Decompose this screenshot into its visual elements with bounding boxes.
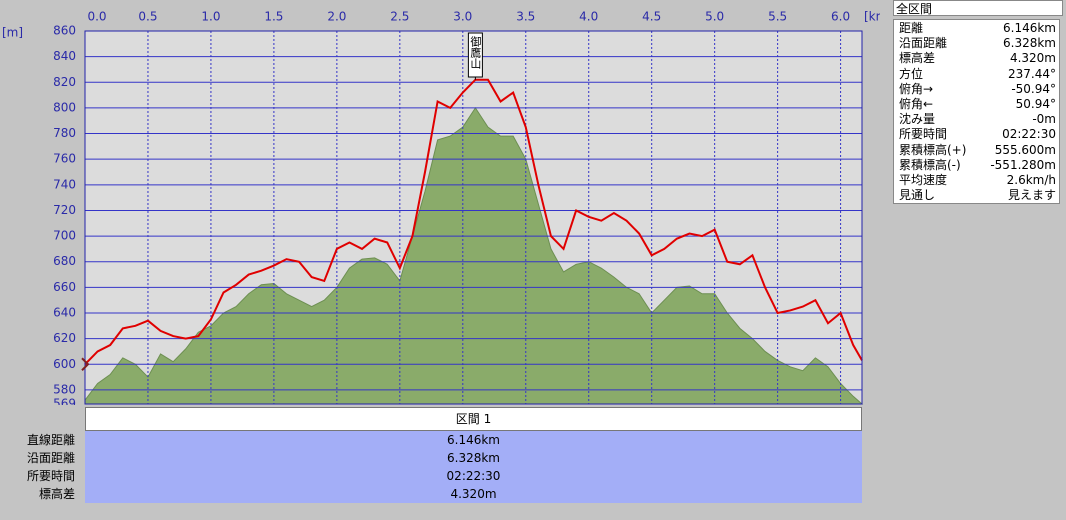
x-tick-label: 3.5 bbox=[516, 10, 535, 24]
row-value: -551.280m bbox=[990, 157, 1056, 172]
row-value: 50.94° bbox=[1015, 97, 1056, 111]
y-tick-label: 660 bbox=[53, 280, 76, 294]
y-tick-label: 680 bbox=[53, 254, 76, 268]
panel-row: 所要時間 02:22:30 bbox=[894, 127, 1059, 142]
section-body bbox=[85, 431, 862, 503]
x-tick-label: 6.0 bbox=[831, 10, 850, 24]
plot-border bbox=[84, 30, 863, 405]
row-value: -50.94° bbox=[1011, 81, 1056, 96]
x-tick-label: 2.5 bbox=[390, 10, 409, 24]
panel-row: 累積標高(+) 555.600m bbox=[894, 143, 1059, 158]
y-axis-label: [m] bbox=[2, 26, 23, 40]
row-label: 距離 bbox=[899, 21, 924, 35]
row-label: 直線距離 bbox=[26, 433, 75, 447]
row-label: 標高差 bbox=[38, 487, 75, 501]
x-tick-label: 1.5 bbox=[264, 10, 283, 24]
row-value: 555.600m bbox=[994, 142, 1056, 157]
x-tick-label: 2.0 bbox=[327, 10, 346, 24]
panel-row: 沈み量 -0m bbox=[894, 112, 1059, 127]
x-tick-label: 0.0 bbox=[87, 10, 106, 24]
row-label: 累積標高(+) bbox=[899, 142, 967, 157]
x-tick-label: 0.5 bbox=[138, 10, 157, 24]
y-tick-label: 740 bbox=[53, 177, 76, 191]
x-tick-label: 5.0 bbox=[705, 10, 724, 24]
row-label: 俯角→ bbox=[899, 81, 934, 96]
row-value: -0m bbox=[1032, 112, 1056, 127]
row-label: 平均速度 bbox=[899, 173, 948, 187]
row-value: 4.320m bbox=[1009, 51, 1056, 66]
y-tick-label: 820 bbox=[53, 75, 76, 89]
ground-area bbox=[84, 106, 864, 405]
x-axis-label: [km] bbox=[864, 10, 880, 24]
y-tick-label: 760 bbox=[53, 152, 76, 166]
y-tick-label: 780 bbox=[53, 126, 76, 140]
row-value: 見えます bbox=[1007, 188, 1056, 203]
row-value: 02:22:30 bbox=[1002, 127, 1056, 142]
section-header: 区間 1 bbox=[85, 407, 862, 431]
start-marker bbox=[81, 357, 90, 371]
y-tick-label: 620 bbox=[53, 331, 76, 345]
row-label: 所要時間 bbox=[26, 469, 75, 483]
y-tick-label: 800 bbox=[53, 100, 76, 114]
y-tick-label: 860 bbox=[53, 24, 76, 38]
section-row: 所要時間 02:22:30 bbox=[0, 467, 862, 485]
row-label: 標高差 bbox=[899, 51, 936, 66]
section-row: 直線距離 6.146km bbox=[0, 431, 862, 449]
section-row: 沿面距離 6.328km bbox=[0, 449, 862, 467]
row-value: 6.146km bbox=[1003, 21, 1056, 35]
panel-row: 沿面距離 6.328km bbox=[894, 36, 1059, 51]
row-label: 方位 bbox=[899, 66, 924, 81]
x-tick-label: 4.5 bbox=[642, 10, 661, 24]
panel-title: 全区間 bbox=[893, 0, 1063, 16]
row-label: 見通し bbox=[899, 188, 936, 203]
panel-row: 俯角← 50.94° bbox=[894, 97, 1059, 112]
panel-row: 方位 237.44° bbox=[894, 67, 1059, 82]
panel-row: 標高差 4.320m bbox=[894, 51, 1059, 66]
row-label: 累積標高(-) bbox=[899, 157, 961, 172]
panel-row: 平均速度 2.6km/h bbox=[894, 173, 1059, 188]
panel-row: 累積標高(-) -551.280m bbox=[894, 158, 1059, 173]
y-tick-label: 720 bbox=[53, 203, 76, 217]
panel-row: 俯角→ -50.94° bbox=[894, 82, 1059, 97]
row-label: 沿面距離 bbox=[26, 451, 75, 465]
y-tick-label: 640 bbox=[53, 305, 76, 319]
row-label: 所要時間 bbox=[899, 127, 948, 142]
x-tick-label: 1.0 bbox=[201, 10, 220, 24]
panel-row: 見通し 見えます bbox=[894, 188, 1059, 203]
row-value: 6.146km bbox=[447, 433, 500, 447]
x-tick-label: 4.0 bbox=[579, 10, 598, 24]
row-label: 俯角← bbox=[899, 97, 934, 111]
row-value: 6.328km bbox=[447, 451, 500, 465]
row-value: 4.320m bbox=[450, 487, 497, 501]
row-label: 沿面距離 bbox=[899, 36, 948, 51]
x-tick-label: 5.5 bbox=[768, 10, 787, 24]
section-row: 標高差 4.320m bbox=[0, 485, 862, 503]
y-tick-label: 600 bbox=[53, 357, 76, 371]
row-label: 沈み量 bbox=[899, 112, 936, 127]
y-tick-label: 569 bbox=[53, 397, 76, 406]
row-value: 2.6km/h bbox=[1006, 173, 1056, 187]
row-value: 6.328km bbox=[1003, 36, 1056, 51]
y-tick-label: 840 bbox=[53, 49, 76, 63]
annotation: 御鷹山 bbox=[469, 35, 482, 69]
summary-panel: 距離 6.146km 沿面距離 6.328km 標高差 4.320m 方位 237.44° 俯角… bbox=[893, 19, 1060, 204]
y-tick-label: 700 bbox=[53, 229, 76, 243]
row-value: 237.44° bbox=[1008, 66, 1056, 81]
y-tick-label: 580 bbox=[53, 382, 76, 396]
row-value: 02:22:30 bbox=[446, 469, 501, 483]
x-tick-label: 3.0 bbox=[453, 10, 472, 24]
panel-row: 距離 6.146km bbox=[894, 21, 1059, 36]
